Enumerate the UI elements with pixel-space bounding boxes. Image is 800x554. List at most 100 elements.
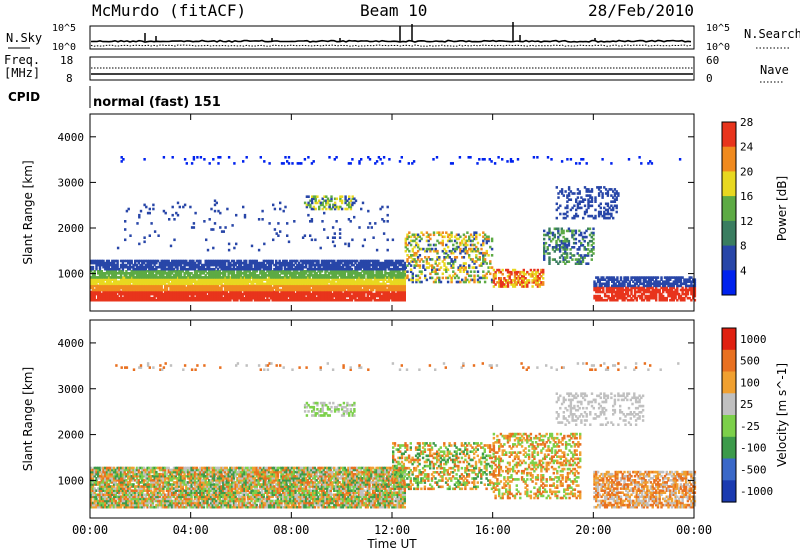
heatmap-cell	[587, 188, 590, 191]
heatmap-cell	[271, 280, 274, 283]
heatmap-cell	[409, 256, 413, 259]
heatmap-cell	[283, 274, 287, 277]
heatmap-cell	[259, 298, 262, 302]
heatmap-cell	[206, 267, 209, 271]
heatmap-cell	[438, 276, 441, 280]
heatmap-cell	[522, 285, 525, 288]
heatmap-cell	[278, 282, 281, 286]
heatmap-cell	[208, 298, 211, 302]
heatmap-cell	[333, 290, 336, 294]
heatmap-cell	[347, 265, 350, 269]
heatmap-cell	[193, 261, 197, 265]
heatmap-cell	[252, 290, 255, 294]
heatmap-cell	[215, 296, 218, 300]
heatmap-cell	[452, 247, 455, 251]
heatmap-cell	[655, 278, 658, 281]
heatmap-cell	[257, 292, 260, 296]
heatmap-cell	[487, 235, 490, 239]
heatmap-cell	[373, 276, 376, 279]
heatmap-cell	[326, 296, 329, 300]
heatmap-cell	[596, 276, 600, 279]
heatmap-cell	[176, 261, 179, 265]
heatmap-cell	[543, 258, 546, 261]
heatmap-cell	[248, 272, 251, 275]
heatmap-cell	[588, 227, 592, 231]
heatmap-cell	[389, 261, 392, 265]
heatmap-cell	[513, 283, 517, 286]
heatmap-cell	[130, 276, 133, 279]
heatmap-cell	[109, 290, 112, 294]
heatmap-cell	[285, 284, 288, 288]
heatmap-cell	[487, 237, 490, 241]
heatmap-cell	[259, 263, 262, 267]
heatmap-cell	[181, 296, 184, 300]
heatmap-cell	[642, 280, 646, 283]
heatmap-cell	[141, 274, 144, 277]
heatmap-cell	[326, 197, 330, 201]
heatmap-cell	[455, 233, 459, 237]
heatmap-cell	[544, 233, 548, 237]
heatmap-cell	[366, 272, 369, 275]
heatmap-cell	[619, 278, 623, 281]
heatmap-cell	[411, 278, 414, 282]
heatmap-cell	[303, 284, 306, 288]
heatmap-cell	[174, 276, 177, 279]
heatmap-cell	[227, 286, 230, 290]
heatmap-cell	[290, 286, 294, 290]
heatmap-cell	[483, 254, 487, 257]
heatmap-cell	[164, 284, 167, 288]
heatmap-cell	[266, 265, 269, 269]
heatmap-cell	[612, 286, 616, 290]
heatmap-cell	[230, 276, 234, 279]
heatmap-cell	[229, 282, 232, 286]
heatmap-cell	[167, 267, 170, 271]
heatmap-cell	[139, 286, 142, 290]
heatmap-cell	[553, 233, 556, 237]
heatmap-cell	[406, 235, 409, 239]
heatmap-cell	[438, 256, 441, 259]
heatmap-cell	[576, 248, 579, 251]
heatmap-cell	[359, 296, 362, 300]
heatmap-cell	[273, 296, 276, 300]
heatmap-cell	[282, 270, 285, 273]
heatmap-cell	[562, 235, 565, 239]
heatmap-cell	[558, 246, 562, 249]
heatmap-cell	[93, 288, 96, 292]
heatmap-cell	[612, 190, 615, 193]
heatmap-cell	[310, 261, 313, 265]
heatmap-cell	[192, 292, 195, 296]
heatmap-cell	[312, 282, 315, 286]
heatmap-cell	[109, 292, 112, 296]
heatmap-cell	[213, 296, 216, 300]
heatmap-cell	[614, 282, 617, 286]
heatmap-cell	[275, 292, 278, 296]
freq-left-tick-bottom: 8	[66, 72, 73, 85]
heatmap-cell	[640, 276, 644, 279]
heatmap-cell	[325, 199, 328, 203]
heatmap-cell	[606, 210, 610, 214]
heatmap-cell	[204, 274, 207, 277]
heatmap-cell	[324, 276, 327, 279]
heatmap-cell	[290, 278, 294, 281]
heatmap-cell	[292, 274, 295, 277]
heatmap-cell	[628, 280, 631, 283]
heatmap-cell	[558, 250, 562, 253]
heatmap-cell	[327, 284, 331, 288]
heatmap-cell	[655, 296, 658, 300]
heatmap-cell	[248, 274, 251, 277]
heatmap-cell	[356, 280, 359, 283]
heatmap-cell	[197, 294, 200, 298]
heatmap-cell	[386, 292, 389, 296]
heatmap-cell	[299, 298, 302, 302]
heatmap-cell	[287, 280, 290, 283]
heatmap-cell	[186, 286, 190, 290]
heatmap-cell	[506, 283, 510, 286]
heatmap-cell	[107, 267, 110, 271]
heatmap-cell	[647, 278, 651, 281]
heatmap-cell	[149, 288, 153, 292]
heatmap-cell	[331, 259, 334, 263]
heatmap-cell	[432, 280, 436, 284]
heatmap-cell	[522, 275, 525, 278]
heatmap-cell	[585, 248, 588, 251]
heatmap-cell	[589, 190, 592, 193]
